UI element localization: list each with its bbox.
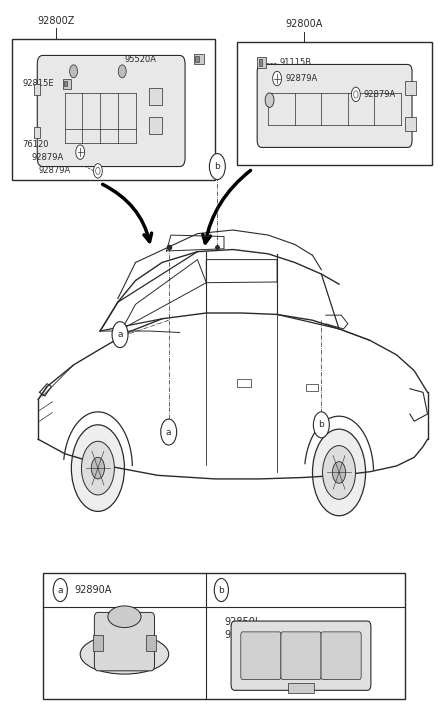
Text: b: b: [219, 585, 224, 595]
FancyBboxPatch shape: [321, 632, 361, 680]
Text: a: a: [166, 427, 172, 436]
Text: 92879A: 92879A: [31, 153, 64, 162]
Bar: [257, 57, 266, 68]
Circle shape: [82, 441, 114, 495]
Text: b: b: [215, 162, 220, 171]
Text: 92879A: 92879A: [38, 166, 70, 175]
Circle shape: [273, 71, 281, 86]
Text: 92815E: 92815E: [23, 79, 54, 88]
Bar: [405, 117, 417, 131]
FancyBboxPatch shape: [95, 612, 155, 671]
Circle shape: [265, 93, 274, 108]
Circle shape: [118, 65, 126, 78]
Circle shape: [94, 164, 102, 178]
Circle shape: [323, 446, 356, 499]
Bar: [63, 79, 71, 89]
Circle shape: [332, 462, 346, 483]
Circle shape: [76, 145, 85, 159]
Circle shape: [71, 425, 125, 511]
Bar: [288, 683, 314, 694]
Text: 92890A: 92890A: [74, 585, 112, 595]
Text: 92879A: 92879A: [286, 74, 318, 83]
Bar: [12, 39, 215, 180]
Text: 92879A: 92879A: [363, 90, 396, 99]
Circle shape: [53, 579, 67, 601]
Text: 95520A: 95520A: [125, 55, 156, 63]
Bar: [237, 379, 250, 387]
Text: b: b: [319, 420, 324, 430]
Bar: [34, 127, 40, 138]
FancyBboxPatch shape: [281, 632, 321, 680]
Bar: [405, 81, 417, 95]
Text: a: a: [57, 585, 63, 595]
Bar: [34, 84, 40, 95]
Bar: [237, 42, 432, 165]
Bar: [258, 59, 262, 66]
Text: 92800Z: 92800Z: [37, 16, 74, 26]
Ellipse shape: [108, 606, 141, 627]
Text: 91115B: 91115B: [279, 58, 311, 67]
FancyBboxPatch shape: [257, 65, 412, 148]
Bar: [43, 573, 405, 699]
Circle shape: [209, 153, 225, 180]
FancyBboxPatch shape: [241, 632, 281, 680]
Text: a: a: [117, 330, 123, 339]
Bar: [146, 635, 156, 651]
Circle shape: [214, 579, 228, 601]
Text: 92850L
92660A: 92850L 92660A: [224, 617, 262, 640]
Bar: [149, 117, 162, 134]
FancyBboxPatch shape: [37, 55, 185, 166]
Circle shape: [313, 429, 366, 515]
Bar: [195, 56, 199, 62]
Circle shape: [161, 419, 177, 445]
Bar: [149, 88, 162, 105]
Bar: [194, 54, 204, 64]
Circle shape: [69, 65, 78, 78]
Text: 76120: 76120: [23, 140, 49, 150]
Circle shape: [351, 87, 360, 102]
Text: 92800A: 92800A: [285, 20, 322, 30]
Bar: [64, 81, 68, 87]
Circle shape: [112, 321, 128, 348]
Circle shape: [91, 457, 104, 479]
Bar: [93, 635, 103, 651]
FancyBboxPatch shape: [231, 621, 371, 691]
Circle shape: [313, 411, 329, 438]
Ellipse shape: [80, 635, 169, 674]
Bar: [306, 384, 318, 391]
